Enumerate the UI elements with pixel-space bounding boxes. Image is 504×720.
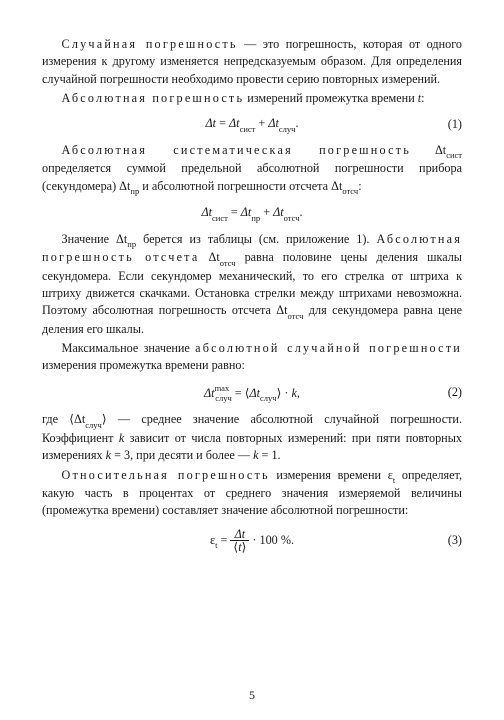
- eq-body: Δt = Δtсист + Δtслуч.: [70, 115, 434, 134]
- text: · 100 %.: [249, 533, 294, 547]
- sub: t: [393, 475, 395, 485]
- text: Δt: [411, 143, 446, 157]
- page: Случайная погрешность — это погрешность,…: [0, 0, 504, 720]
- eq-number: (2): [434, 384, 462, 401]
- para-dt-pr: Значение Δtпр берется из таблицы (см. пр…: [42, 231, 462, 338]
- eq-plus: +: [260, 205, 273, 219]
- sub: отсч: [288, 311, 304, 321]
- eq-dot: .: [295, 116, 298, 130]
- eq-term: Δt: [268, 116, 279, 130]
- text: Δt: [199, 250, 219, 264]
- eq-sub: пр: [251, 213, 260, 223]
- eq-sub: сист: [212, 213, 228, 223]
- sub: сист: [446, 150, 462, 160]
- eq-dot: ·: [281, 386, 291, 400]
- term-max-rand: абсолютной случайной погрешности: [195, 341, 462, 355]
- term-relative: Относительная погрешность: [62, 468, 270, 482]
- angle-bracket-icon: ⟩: [242, 540, 247, 554]
- text: Значение Δt: [62, 232, 128, 246]
- eq-equals: =: [232, 386, 245, 400]
- colon: :: [421, 91, 424, 105]
- page-number: 5: [0, 687, 504, 704]
- fraction: Δt⟨t⟩: [230, 528, 249, 555]
- para-abs-error-t: Абсолютная погрешность измерений промежу…: [42, 90, 462, 107]
- eq-sub: сист: [240, 124, 256, 134]
- equation-1: Δt = Δtсист + Δtслуч. (1): [42, 115, 462, 134]
- para-max-random: Максимальное значение абсолютной случайн…: [42, 340, 462, 375]
- eq-lhs: Δt: [201, 205, 212, 219]
- sub: отсч: [220, 258, 236, 268]
- eq-sub: случ: [215, 393, 232, 403]
- eq-term: Δt: [241, 205, 252, 219]
- para-systematic: Абсолютная систематическая погрешность Δ…: [42, 142, 462, 196]
- eq-number: (3): [434, 532, 462, 549]
- eq-sup: max: [215, 383, 230, 393]
- para-random-error: Случайная погрешность — это погрешность,…: [42, 36, 462, 88]
- text: измерения времени ε: [270, 468, 393, 482]
- text: берется из таблицы (см. приложение 1).: [136, 232, 376, 246]
- eq-term: Δt: [273, 205, 284, 219]
- text: и абсолютной погрешности отсчета Δt: [139, 179, 342, 193]
- text: измерения промежутка времени равно:: [42, 358, 245, 372]
- para-relative: Относительная погрешность измерения врем…: [42, 467, 462, 520]
- eq-body: Δtmaxслуч = ⟨Δtслуч⟩ · k,: [70, 383, 434, 404]
- sub: случ: [85, 420, 102, 430]
- eq-sub: случ: [279, 124, 296, 134]
- equation-4: εt = Δt⟨t⟩ · 100 %. (3): [42, 528, 462, 555]
- term-random: Случайная погрешность: [62, 37, 238, 51]
- para-k-coef: где ⟨Δtслуч⟩ — среднее значение абсолютн…: [42, 411, 462, 464]
- eq-sub: случ: [260, 393, 277, 403]
- frac-num: Δt: [235, 527, 246, 541]
- text: Максимальное значение: [62, 341, 196, 355]
- term-systematic: Абсолютная систематическая погрешность: [62, 143, 411, 157]
- sub: отсч: [342, 186, 358, 196]
- colon: :: [358, 179, 361, 193]
- eq-equals: =: [217, 533, 230, 547]
- eq-plus: +: [255, 116, 268, 130]
- equation-3: Δtmaxслуч = ⟨Δtслуч⟩ · k, (2): [42, 383, 462, 404]
- eq-body: εt = Δt⟨t⟩ · 100 %.: [70, 528, 434, 555]
- eq-sub: отсч: [284, 213, 300, 223]
- eq-lhs: Δt: [204, 386, 215, 400]
- comma: ,: [297, 386, 300, 400]
- eq-term: Δt: [229, 116, 240, 130]
- term-abs: Абсолютная погрешность: [62, 91, 245, 105]
- eq-term: Δt: [249, 386, 260, 400]
- text: = 3, при десяти и более —: [111, 448, 253, 462]
- eq-number: (1): [434, 116, 462, 133]
- text: где ⟨Δt: [42, 412, 85, 426]
- equation-2: Δtсист = Δtпр + Δtотсч.: [42, 204, 462, 223]
- sub: пр: [130, 186, 139, 196]
- eq-lhs: Δt: [206, 116, 217, 130]
- eq-body: Δtсист = Δtпр + Δtотсч.: [70, 204, 434, 223]
- text: = 1.: [259, 448, 281, 462]
- text: измерений промежутка времени: [244, 91, 418, 105]
- sub: пр: [127, 239, 136, 249]
